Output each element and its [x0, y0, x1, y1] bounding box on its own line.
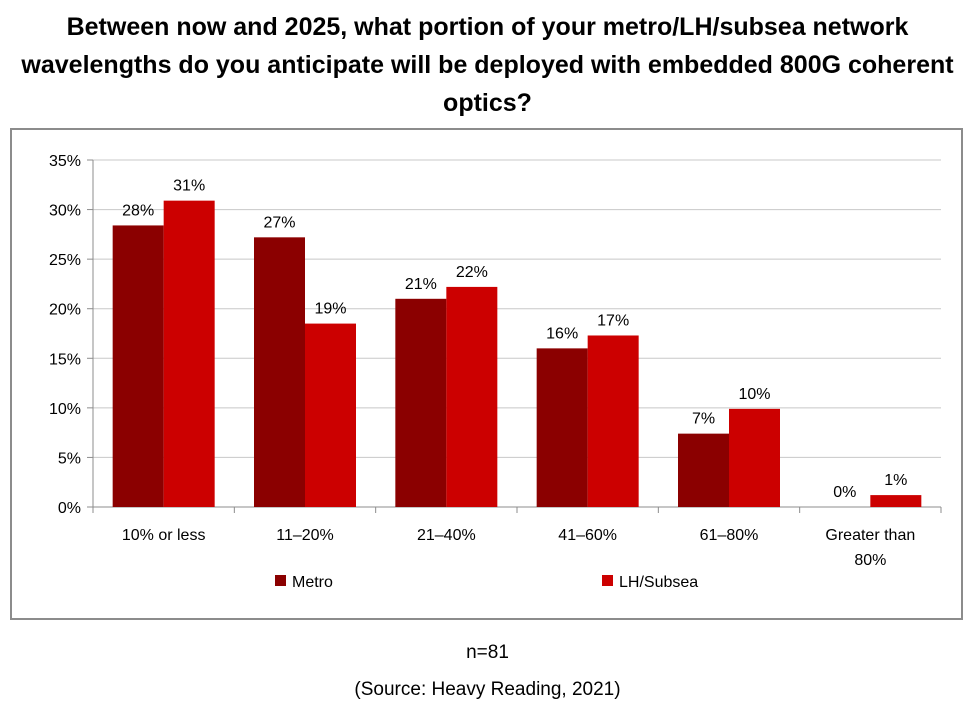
- y-tick-label: 30%: [49, 203, 81, 220]
- bar-chart: 0% 5% 10% 15% 20% 25% 30% 35% 28% 31% 10% or less 2…: [49, 153, 942, 591]
- bar-metro-4: [678, 433, 729, 507]
- data-label: 10%: [738, 386, 770, 403]
- data-label: 22%: [456, 264, 488, 281]
- category-label: 80%: [854, 552, 886, 569]
- category-label: 21–40%: [417, 527, 476, 544]
- y-tick-label: 15%: [49, 351, 81, 368]
- legend-label: LH/Subsea: [619, 574, 698, 591]
- bar-lh-subsea-0: [163, 200, 215, 508]
- sample-size-note: n=81: [466, 642, 509, 663]
- category-label: Greater than: [825, 527, 915, 544]
- bar-metro-3: [536, 348, 588, 507]
- bar-metro-2: [395, 298, 447, 507]
- category-label: 10% or less: [122, 527, 206, 544]
- bar-lh-subsea-3: [587, 335, 639, 507]
- legend-swatch-lh-subsea: [602, 575, 613, 586]
- y-tick-label: 20%: [49, 302, 81, 319]
- category-label: 61–80%: [700, 527, 759, 544]
- data-label: 19%: [314, 301, 346, 318]
- source-note: (Source: Heavy Reading, 2021): [354, 679, 621, 700]
- data-label: 21%: [405, 276, 437, 293]
- bar-lh-subsea-1: [305, 323, 356, 507]
- y-tick-label: 5%: [58, 450, 81, 467]
- legend-swatch-metro: [275, 575, 286, 586]
- y-tick-label: 0%: [58, 500, 81, 517]
- data-label: 0%: [833, 484, 856, 501]
- bar-lh-subsea-2: [446, 286, 498, 507]
- bar-metro-1: [254, 237, 305, 507]
- data-label: 28%: [122, 202, 154, 219]
- category-label: 41–60%: [558, 527, 617, 544]
- data-label: 17%: [597, 312, 629, 329]
- y-tick-label: 35%: [49, 153, 81, 170]
- data-label: 16%: [546, 325, 578, 342]
- bar-lh-subsea-5: [870, 495, 922, 507]
- y-tick-label: 10%: [49, 401, 81, 418]
- bar-lh-subsea-4: [729, 408, 780, 507]
- chart-title: Between now and 2025, what portion of yo…: [21, 13, 954, 117]
- data-label: 31%: [173, 178, 205, 195]
- data-label: 7%: [692, 411, 715, 428]
- data-label: 1%: [884, 472, 907, 489]
- category-label: 11–20%: [276, 527, 334, 544]
- bar-metro-0: [112, 225, 164, 507]
- y-tick-label: 25%: [49, 252, 81, 269]
- legend-label: Metro: [292, 574, 333, 591]
- data-label: 27%: [263, 214, 295, 231]
